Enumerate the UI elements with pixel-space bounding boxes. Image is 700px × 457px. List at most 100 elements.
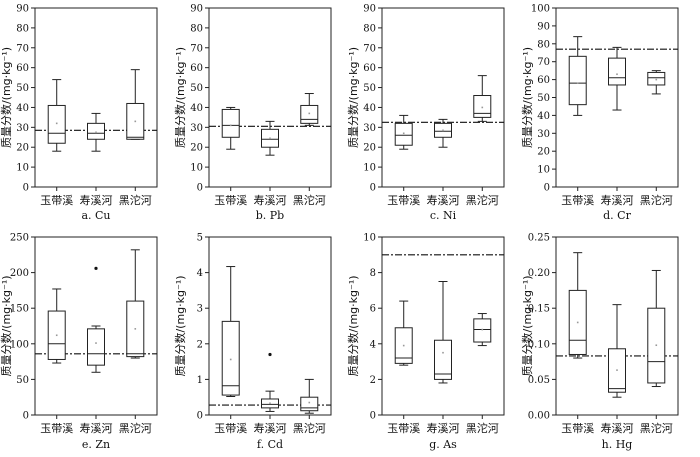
y-axis-label: 质量分数/(mg·kg⁻¹) — [174, 275, 187, 376]
x-tick-label: 寿溪河 — [601, 421, 634, 435]
y-tick-label: 0 — [370, 411, 376, 422]
iqr-box — [300, 104, 319, 124]
x-tick-label: 玉带溪 — [40, 422, 73, 435]
box-黑沱河 — [300, 93, 319, 126]
mean-marker — [134, 328, 137, 330]
mean-marker — [269, 402, 271, 405]
box-玉带溪 — [221, 106, 240, 150]
y-tick-label: 250 — [10, 233, 29, 244]
box-玉带溪 — [394, 300, 413, 366]
y-tick-label: 150 — [10, 304, 29, 315]
mean-marker — [481, 328, 484, 331]
y-tick-label: 90 — [16, 4, 29, 15]
y-tick-label: 20 — [363, 143, 376, 154]
iqr-box — [473, 95, 492, 118]
mean-marker — [134, 120, 137, 123]
y-axis-label: 质量分数/(mg·kg⁻¹) — [0, 275, 13, 376]
y-axis-label: 质量分数/(mg·kg⁻¹) — [174, 47, 187, 148]
x-tick-label: 黑沱河 — [466, 421, 499, 435]
box-黑沱河 — [126, 69, 145, 140]
y-tick-label: 20 — [537, 147, 550, 158]
chart-panel: 0 10 20 30 40 50 60 70 80 90 质量分数/(mg·kg⁻¹) 玉带溪 寿溪河黑… — [174, 4, 332, 222]
mean-marker — [229, 358, 232, 361]
x-tick-label: 玉带溪 — [214, 422, 247, 435]
mean-marker — [55, 122, 58, 125]
y-tick-label: 4 — [197, 268, 203, 279]
x-tick-label: 玉带溪 — [387, 194, 420, 207]
y-tick-label: 30 — [537, 129, 550, 140]
y-tick-label: 5 — [197, 233, 203, 244]
box-寿溪河 — [87, 325, 105, 373]
panel-caption: c. Ni — [430, 209, 457, 222]
iqr-box — [394, 122, 413, 146]
mean-marker — [616, 73, 618, 76]
y-tick-label: 0.20 — [528, 268, 550, 279]
mean-marker — [442, 351, 444, 354]
y-tick-label: 40 — [190, 103, 203, 114]
x-tick-label: 玉带溪 — [561, 422, 594, 435]
outlier-point — [94, 266, 98, 270]
y-tick-label: 90 — [190, 4, 203, 15]
box-玉带溪 — [221, 266, 240, 397]
y-tick-label: 100 — [531, 4, 550, 15]
x-tick-label: 寿溪河 — [80, 193, 113, 207]
y-tick-label: 0.00 — [528, 411, 550, 422]
x-tick-label: 黑沱河 — [119, 421, 152, 435]
y-tick-label: 0 — [197, 183, 203, 194]
box-黑沱河 — [647, 70, 666, 95]
box-玉带溪 — [47, 79, 66, 152]
mean-marker — [402, 132, 405, 135]
y-tick-label: 80 — [16, 23, 29, 34]
x-tick-label: 寿溪河 — [254, 421, 287, 435]
x-tick-label: 黑沱河 — [640, 421, 673, 435]
y-tick-label: 60 — [190, 63, 203, 74]
mean-marker — [95, 342, 97, 344]
x-tick-label: 寿溪河 — [254, 193, 287, 207]
box-黑沱河 — [300, 378, 319, 414]
panel-caption: f. Cd — [257, 438, 283, 451]
y-tick-label: 0.10 — [528, 339, 550, 350]
y-tick-label: 6 — [370, 304, 376, 315]
panel-caption: b. Pb — [256, 209, 284, 222]
y-tick-label: 60 — [537, 75, 550, 86]
box-寿溪河 — [434, 118, 452, 148]
mean-marker — [269, 137, 271, 140]
mean-marker — [616, 369, 618, 371]
x-tick-label: 寿溪河 — [80, 421, 113, 435]
chart-panel: 0 50 100 150 200 250 质量分数/(mg·kg⁻¹) 玉带溪 寿溪河 黑沱河 e.… — [0, 233, 158, 451]
y-tick-label: 0.25 — [528, 233, 550, 244]
y-tick-label: 100 — [10, 339, 29, 350]
y-tick-label: 50 — [16, 375, 29, 386]
y-tick-label: 200 — [10, 268, 29, 279]
y-axis-label: 质量分数/(mg·kg⁻¹) — [521, 275, 534, 376]
box-寿溪河 — [261, 120, 279, 156]
outlier-point — [268, 352, 272, 357]
box-寿溪河 — [434, 281, 452, 384]
plot-frame — [34, 7, 158, 188]
chart-panel: 0 1 2 3 4 5 质量分数/(mg·kg⁻¹) 玉带溪 寿溪河 黑沱河 f. Cd — [174, 233, 332, 451]
mean-marker — [55, 334, 58, 337]
box-黑沱河 — [647, 269, 666, 388]
chart-panel: 0 10 20 30 40 50 60 70 80 90 质量分数/(mg·kg⁻¹) 玉带溪 寿溪河黑… — [0, 4, 158, 222]
y-tick-label: 20 — [190, 143, 203, 154]
x-tick-label: 玉带溪 — [561, 194, 594, 207]
y-tick-label: 60 — [16, 63, 29, 74]
y-tick-label: 10 — [363, 233, 376, 244]
box-黑沱河 — [473, 75, 492, 122]
y-tick-label: 2 — [370, 375, 376, 386]
box-黑沱河 — [473, 313, 492, 347]
x-tick-label: 黑沱河 — [640, 193, 673, 207]
y-tick-label: 50 — [537, 93, 550, 104]
y-tick-label: 0 — [544, 183, 550, 194]
y-tick-label: 0 — [197, 411, 203, 422]
y-tick-label: 40 — [16, 103, 29, 114]
panel-caption: h. Hg — [602, 438, 633, 451]
y-tick-label: 20 — [16, 143, 29, 154]
panel-caption: a. Cu — [81, 209, 110, 222]
iqr-box — [647, 71, 666, 86]
y-tick-label: 90 — [363, 4, 376, 15]
y-tick-label: 80 — [190, 23, 203, 34]
y-tick-label: 90 — [537, 21, 550, 32]
y-tick-label: 30 — [16, 123, 29, 134]
